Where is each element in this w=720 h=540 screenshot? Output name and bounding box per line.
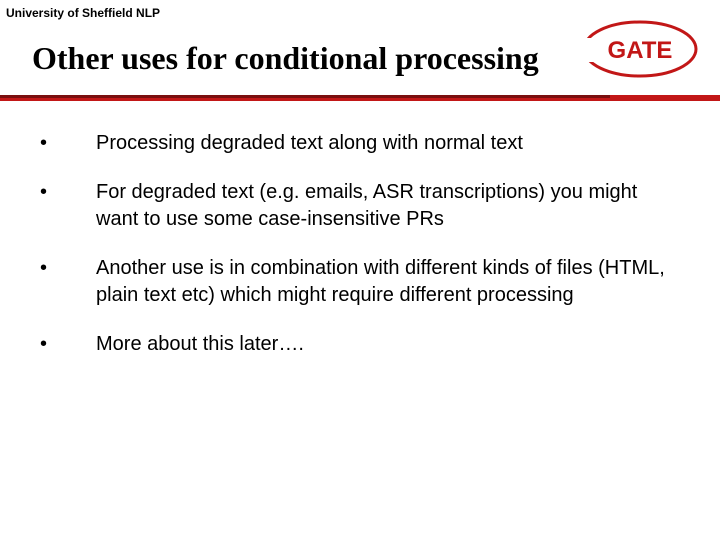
bullet-list: • Processing degraded text along with no… <box>40 130 680 380</box>
bullet-text: For degraded text (e.g. emails, ASR tran… <box>96 179 680 233</box>
bullet-item: • For degraded text (e.g. emails, ASR tr… <box>40 179 680 233</box>
bullet-item: • More about this later…. <box>40 331 680 358</box>
bullet-item: • Processing degraded text along with no… <box>40 130 680 157</box>
slide-title: Other uses for conditional processing <box>32 40 539 77</box>
bullet-marker: • <box>40 179 96 206</box>
institution-label: University of Sheffield NLP <box>6 6 160 20</box>
bullet-marker: • <box>40 255 96 282</box>
bullet-text: More about this later…. <box>96 331 304 358</box>
slide: University of Sheffield NLP GATE Other u… <box>0 0 720 540</box>
bullet-text: Processing degraded text along with norm… <box>96 130 523 157</box>
bullet-marker: • <box>40 130 96 157</box>
logo-text: GATE <box>608 37 673 64</box>
bullet-text: Another use is in combination with diffe… <box>96 255 680 309</box>
gate-logo: GATE <box>580 18 700 80</box>
bullet-marker: • <box>40 331 96 358</box>
divider-line <box>0 95 720 101</box>
bullet-item: • Another use is in combination with dif… <box>40 255 680 309</box>
